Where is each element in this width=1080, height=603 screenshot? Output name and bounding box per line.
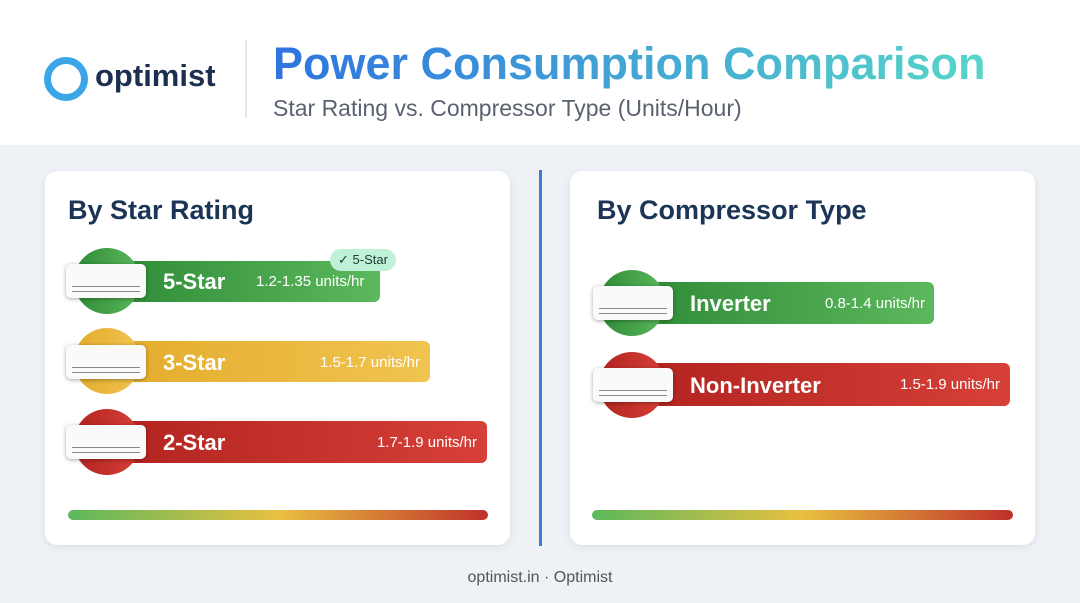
bar — [632, 282, 934, 324]
value: 1.7-1.9 units/hr — [376, 434, 477, 451]
divider — [245, 40, 247, 118]
logo-icon — [44, 57, 88, 101]
label: 3-Star — [163, 350, 226, 375]
label: 5-Star — [163, 269, 226, 294]
subtitle: Star Rating vs. Compressor Type (Units/H… — [273, 95, 742, 121]
ac-icon — [593, 368, 673, 402]
ac-icon — [66, 264, 146, 298]
scale-gradient — [68, 510, 488, 520]
title: Power Consumption Comparison — [273, 38, 986, 89]
ac-icon — [66, 425, 146, 459]
badge-text: 5-Star — [352, 252, 388, 267]
bar — [632, 363, 1010, 406]
panel-title: By Compressor Type — [597, 195, 867, 225]
bar — [107, 421, 487, 463]
value: 0.8-1.4 units/hr — [824, 295, 925, 312]
label: Non-Inverter — [690, 373, 821, 398]
badge: ✓ 5-Star — [330, 249, 396, 271]
value: 1.5-1.7 units/hr — [319, 354, 420, 371]
ac-icon — [593, 286, 673, 320]
bar — [107, 341, 430, 382]
ac-icon — [66, 345, 146, 379]
scale-gradient — [592, 510, 1013, 520]
label: Inverter — [690, 291, 771, 316]
footer: optimist.in · Optimist — [467, 569, 613, 586]
header — [0, 0, 1080, 145]
value: 1.2-1.35 units/hr — [256, 273, 365, 290]
panel-title: By Star Rating — [68, 195, 255, 225]
logo: optimist — [95, 58, 216, 93]
value: 1.5-1.9 units/hr — [899, 376, 1000, 393]
separator — [539, 170, 542, 546]
label: 2-Star — [163, 430, 226, 455]
